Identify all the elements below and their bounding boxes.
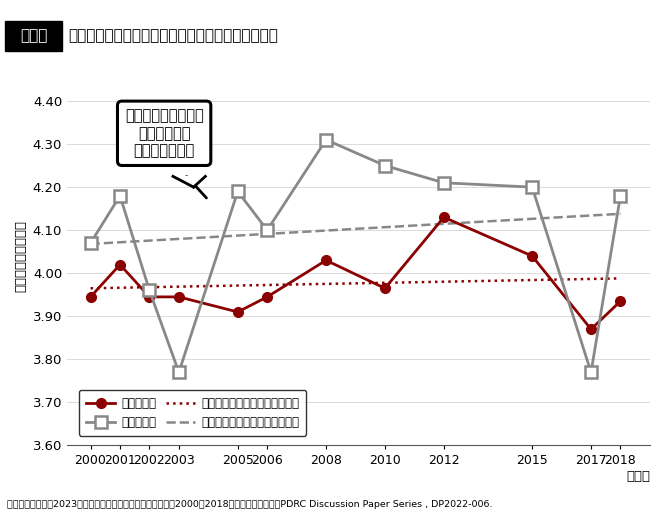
FancyBboxPatch shape xyxy=(5,21,62,51)
FancyArrowPatch shape xyxy=(187,176,206,198)
Text: 図表５: 図表５ xyxy=(20,28,47,44)
Text: 子どもの有無別の既婚女性の幸福度の平均値の推移: 子どもの有無別の既婚女性の幸福度の平均値の推移 xyxy=(68,28,278,44)
Text: 子どもの有無による
幸福度の差が
緩やかに拡大！: 子どもの有無による 幸福度の差が 緩やかに拡大！ xyxy=(125,109,204,158)
Text: 出典：佐藤一磨（2023）「子どもの有無による幸福度の差は2000～2018年に拡大したのか」PDRC Discussion Paper Series , DP: 出典：佐藤一磨（2023）「子どもの有無による幸福度の差は2000～2018年に… xyxy=(7,500,492,509)
Y-axis label: （幸福度の平均値）: （幸福度の平均値） xyxy=(14,220,27,292)
X-axis label: （年）: （年） xyxy=(626,470,650,483)
Legend: 子どもあり, 子どもなし, 直線の近似曲線（子どもあり）, 直線の近似曲線（子どもなし）: 子どもあり, 子どもなし, 直線の近似曲線（子どもあり）, 直線の近似曲線（子ど… xyxy=(79,390,306,436)
Polygon shape xyxy=(173,176,206,187)
